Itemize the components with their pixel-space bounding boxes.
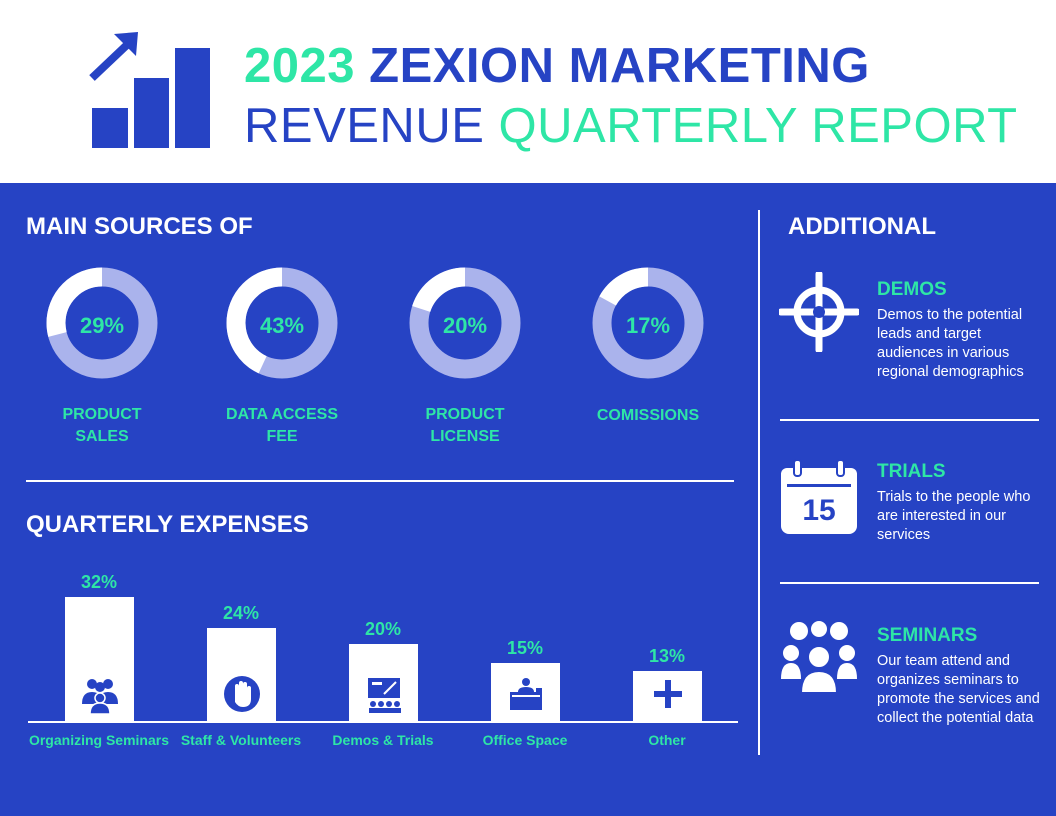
additional-title: ADDITIONAL: [788, 213, 936, 240]
people-group-icon: [82, 679, 118, 714]
calendar-number: 15: [802, 494, 835, 527]
source-label-line2: FEE: [266, 428, 298, 445]
bar-value-label: 15%: [506, 638, 544, 659]
donut-chart-2: [226, 267, 338, 379]
source-label-line1: DATA ACCESS: [226, 406, 338, 423]
bar-category-label: Demos & Trials: [332, 732, 434, 748]
additional-divider-1: [780, 419, 1039, 421]
bar-chart-growth-icon: [89, 32, 210, 148]
source-label-line1: PRODUCT: [62, 406, 142, 423]
donut-percent-label: 29%: [79, 313, 125, 338]
bar-value-label: 20%: [364, 618, 402, 639]
bar-category-label: Other: [648, 732, 686, 748]
source-label: PRODUCT SALES: [27, 404, 177, 448]
donut-chart-4: [592, 267, 704, 379]
title-revenue: REVENUE: [244, 99, 485, 153]
page-title-line1: 2023 ZEXION MARKETING: [244, 38, 870, 94]
additional-seminars-title: SEMINARS: [877, 625, 978, 646]
bar-chart-baseline: [28, 721, 738, 723]
section-divider: [26, 480, 734, 482]
additional-divider-2: [780, 582, 1039, 584]
donut-slice: [592, 267, 704, 379]
donut-slice: [46, 267, 158, 379]
bar-value-label: 13%: [648, 646, 686, 667]
donut-percent-label: 17%: [625, 313, 671, 338]
donut-percent-label: 43%: [259, 313, 305, 338]
bar-value-label: 24%: [222, 603, 260, 624]
bar-category-label: Organizing Seminars: [28, 732, 170, 748]
source-label-line1: COMISSIONS: [596, 407, 700, 424]
bar-value-label: 32%: [80, 572, 118, 592]
raised-hand-icon: [224, 676, 260, 712]
bar-category-label: Office Space: [482, 732, 568, 748]
source-label: PRODUCT LICENSE: [390, 404, 540, 448]
additional-trials-text: Trials to the people who are interested …: [877, 489, 1031, 543]
column-divider: [758, 210, 760, 755]
source-label: DATA ACCESS FEE: [207, 404, 357, 448]
presentation-icon: [368, 678, 401, 713]
additional-demos-text: Demos to the potential leads and target …: [877, 307, 1024, 380]
additional-seminars-text: Our team attend and organizes seminars t…: [877, 653, 1040, 726]
title-year: 2023: [244, 39, 356, 93]
additional-demos-title: DEMOS: [877, 279, 947, 300]
group-people-icon: [781, 621, 857, 694]
target-crosshair-icon: [779, 272, 859, 352]
office-desk-icon: [510, 678, 542, 710]
sources-title: MAIN SOURCES OF: [26, 213, 253, 240]
additional-trials-title: TRIALS: [877, 461, 946, 482]
expenses-title: QUARTERLY EXPENSES: [26, 511, 309, 538]
calendar-icon: 15: [781, 459, 857, 534]
donut-chart-1: [46, 267, 158, 379]
source-label-line1: PRODUCT: [425, 406, 505, 423]
page-title-line2: REVENUE QUARTERLY REPORT: [244, 98, 1018, 154]
donut-slice: [226, 267, 338, 379]
title-company: ZEXION MARKETING: [369, 39, 870, 93]
donut-chart-3: [409, 267, 521, 379]
bar-category-label: Staff & Volunteers: [180, 732, 302, 748]
donut-slice: [409, 267, 521, 379]
source-label: COMISSIONS: [573, 405, 723, 427]
plus-icon: [654, 680, 682, 708]
source-label-line2: SALES: [75, 428, 129, 445]
header: 2023 ZEXION MARKETING REVENUE QUARTERLY …: [0, 0, 1056, 183]
donut-percent-label: 20%: [442, 313, 488, 338]
source-label-line2: LICENSE: [430, 428, 500, 445]
title-report: QUARTERLY REPORT: [498, 99, 1018, 153]
